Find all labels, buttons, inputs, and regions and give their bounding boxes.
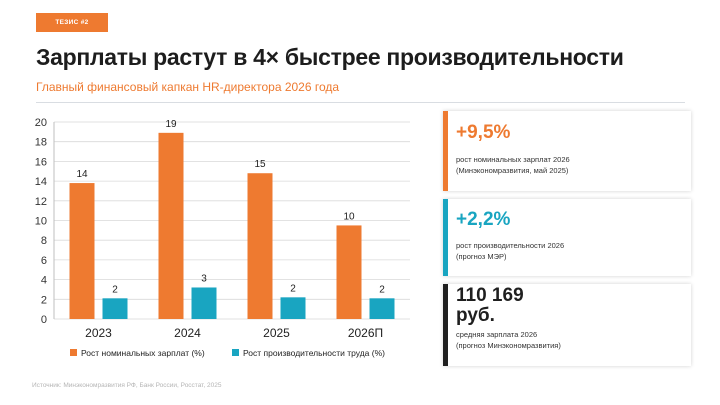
- x-tick-label: 2024: [174, 326, 201, 340]
- stat-card-wages: +9,5% рост номинальных зарплат 2026 (Мин…: [443, 111, 691, 191]
- stat-card-productivity: +2,2% рост производительности 2026 (прог…: [443, 199, 691, 276]
- stat-value: 110 169 руб.: [456, 286, 524, 326]
- stat-desc-line: средняя зарплата 2026: [456, 330, 538, 339]
- stat-desc: рост номинальных зарплат 2026 (Минэконом…: [456, 155, 570, 176]
- stat-value-number: 110 169: [456, 285, 524, 306]
- stat-desc-source: (Минэкономразвития, май 2025): [456, 165, 569, 175]
- data-label: 3: [201, 273, 207, 284]
- y-tick-label: 12: [35, 196, 47, 208]
- card-accent-bar: [443, 111, 448, 191]
- bar-wages: [69, 183, 95, 319]
- x-tick-label: 2023: [85, 326, 112, 340]
- data-label: 2: [290, 283, 296, 294]
- legend-swatch: [70, 349, 77, 356]
- data-label: 19: [165, 119, 177, 130]
- divider: [36, 102, 685, 103]
- bar-wages: [336, 225, 362, 319]
- x-tick-label: 2025: [263, 326, 290, 340]
- y-tick-label: 4: [41, 275, 47, 287]
- stat-desc-line: рост номинальных зарплат 2026: [456, 155, 570, 164]
- y-tick-label: 6: [41, 255, 47, 267]
- stat-desc-line: рост производительности 2026: [456, 241, 565, 250]
- stat-value-unit: руб.: [456, 305, 495, 326]
- data-label: 10: [343, 211, 355, 222]
- card-accent-bar: [443, 284, 448, 366]
- bar-productivity: [191, 287, 217, 319]
- bar-productivity: [369, 298, 395, 319]
- card-accent-bar: [443, 199, 448, 276]
- y-tick-label: 2: [41, 294, 47, 306]
- bar-wages: [158, 132, 184, 319]
- legend-label: Рост производительности труда (%): [243, 348, 385, 358]
- stat-desc: рост производительности 2026 (прогноз МЭ…: [456, 241, 564, 262]
- stat-value: +2,2%: [456, 209, 511, 230]
- bar-productivity: [102, 298, 128, 319]
- data-label: 14: [76, 169, 88, 180]
- thesis-badge: ТЕЗИС #2: [36, 13, 108, 32]
- page-title: Зарплаты растут в 4× быстрее производите…: [36, 44, 624, 70]
- data-label: 2: [379, 284, 385, 295]
- stat-value: +9,5%: [456, 122, 511, 143]
- data-label: 15: [254, 159, 266, 170]
- y-tick-label: 20: [35, 117, 47, 129]
- y-tick-label: 16: [35, 156, 47, 168]
- stat-desc: средняя зарплата 2026 (прогноз Минэконом…: [456, 330, 561, 351]
- x-tick-label: 2026П: [348, 326, 383, 340]
- page-subtitle: Главный финансовый капкан HR-директора 2…: [36, 80, 340, 94]
- bar-productivity: [280, 297, 306, 319]
- source-note: Источник: Минэкономразвития РФ, Банк Рос…: [32, 382, 222, 389]
- data-label: 2: [112, 284, 118, 295]
- y-tick-label: 14: [35, 176, 47, 188]
- y-tick-label: 18: [35, 137, 47, 149]
- stat-card-average-salary: 110 169 руб. средняя зарплата 2026 (прог…: [443, 284, 691, 366]
- stat-desc-source: (прогноз Минэкономразвития): [456, 340, 561, 350]
- bar-wages: [247, 173, 273, 319]
- y-tick-label: 0: [41, 314, 47, 326]
- y-tick-label: 10: [35, 216, 47, 228]
- salary-productivity-bar-chart: 0 2 4 6 8 10 12 14 16 18 20 14 2 2023 19 3 2024 15 2 2025 10…: [35, 117, 410, 358]
- legend-label: Рост номинальных зарплат (%): [81, 348, 205, 358]
- y-tick-label: 8: [41, 235, 47, 247]
- stat-desc-source: (прогноз МЭР): [456, 251, 507, 261]
- legend-swatch: [232, 349, 239, 356]
